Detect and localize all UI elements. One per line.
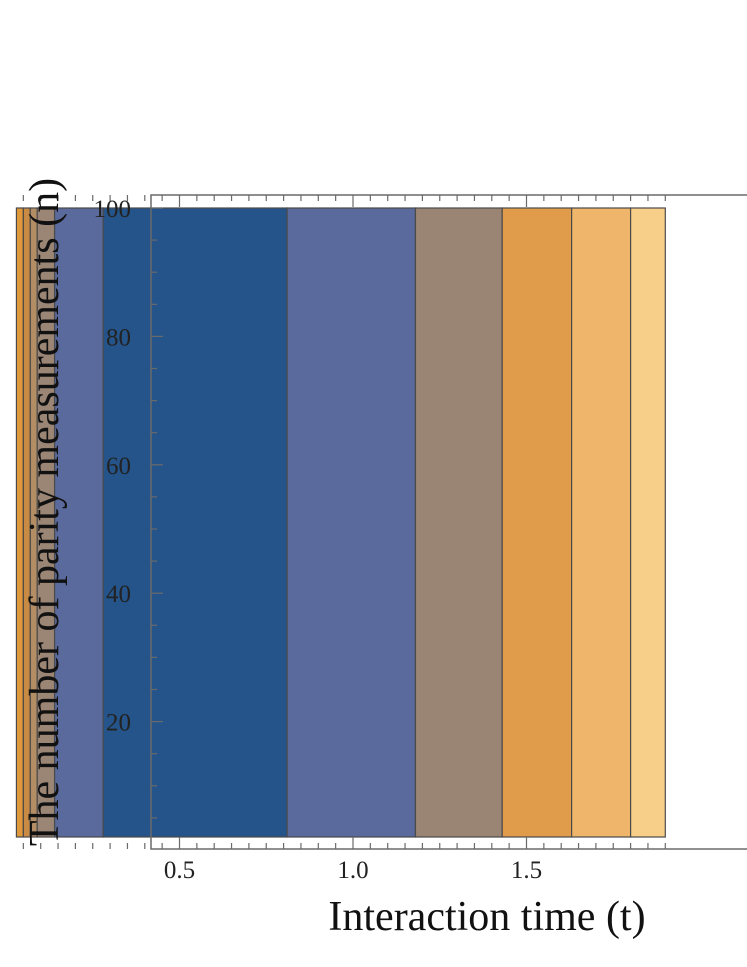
y-tick-label: 60 (106, 453, 131, 480)
x-tick-label: 1.5 (511, 857, 542, 884)
x-tick-label: 1.0 (337, 857, 368, 884)
y-tick-label: 100 (94, 196, 132, 223)
y-tick-label: 20 (106, 710, 131, 737)
contour-band-11 (629, 207, 666, 838)
contour-bands (15, 207, 666, 838)
y-axis-title: The number of parity measurements (n) (22, 178, 68, 846)
contour-band-8 (414, 207, 503, 838)
y-tick-label: 40 (106, 581, 131, 608)
axis-tick-labels: 0.5 1.0 1.5 20 40 60 80 100 (94, 196, 543, 884)
y-tick-label: 80 (106, 324, 131, 351)
contour-band-10 (571, 207, 632, 838)
contour-band-7 (286, 207, 417, 838)
axis-ticks (22, 195, 666, 849)
contour-band-6 (102, 207, 288, 838)
contour-band-9 (501, 207, 573, 838)
x-tick-label: 0.5 (164, 857, 195, 884)
x-axis-title: Interaction time (t) (328, 894, 645, 940)
plot-frame (150, 194, 747, 850)
contour-band-5 (53, 207, 104, 838)
